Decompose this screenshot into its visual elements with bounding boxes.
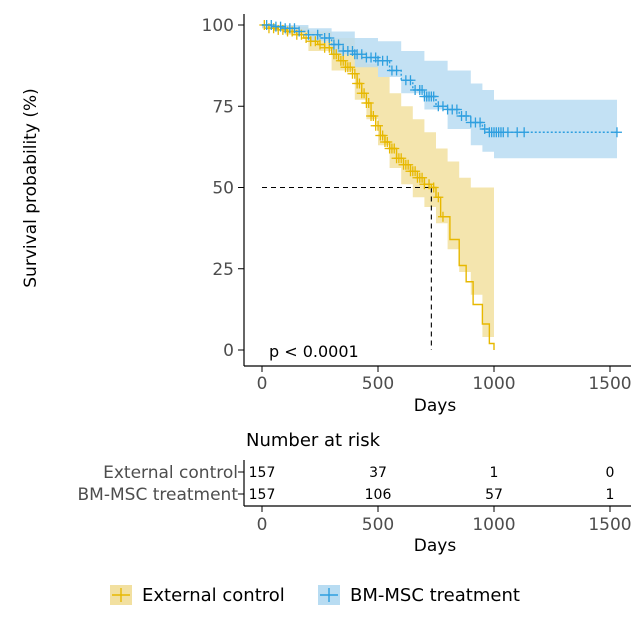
censor-mark-bm-msc-treatment [275,21,286,32]
risk-count: 1 [606,487,615,503]
y-tick-label: 100 [202,16,234,36]
censor-mark-bm-msc-treatment [405,75,416,86]
confidence-bands [262,25,617,350]
censor-mark-external-control [410,166,421,177]
y-tick-label: 50 [212,179,234,199]
censor-mark-external-control [345,62,356,73]
x-axis-ticks: 0 500 1000 1500 [257,366,632,394]
censor-mark-external-control [417,172,428,183]
risk-count: 0 [606,465,615,481]
risk-table-title: Number at risk [246,430,381,451]
risk-x-tick-label: 1000 [472,515,515,535]
censor-mark-bm-msc-treatment [428,91,439,102]
censor-mark-bm-msc-treatment [266,20,277,30]
censor-mark-external-control [403,159,414,170]
censor-mark-external-control [331,49,342,60]
p-value-annotation: p < 0.0001 [269,342,359,361]
censor-marks [259,20,622,222]
y-tick-label: 25 [212,260,234,280]
legend-label: External control [142,585,285,606]
censor-mark-bm-msc-treatment [312,29,323,40]
x-tick-label: 0 [257,374,268,394]
censor-mark-external-control [338,55,349,66]
censor-mark-bm-msc-treatment [333,39,344,50]
x-tick-label: 1500 [588,374,631,394]
censor-mark-bm-msc-treatment [451,104,462,115]
censor-mark-bm-msc-treatment [324,33,335,43]
risk-count: 157 [249,465,276,481]
risk-count: 37 [369,465,387,481]
legend-item-external-control: External control [110,585,285,606]
censor-mark-bm-msc-treatment [294,26,305,37]
censor-mark-bm-msc-treatment [461,111,472,121]
censor-mark-bm-msc-treatment [303,29,314,40]
censor-mark-external-control [349,68,360,79]
legend: External control BM-MSC treatment [110,585,520,606]
risk-row-label: BM-MSC treatment [78,485,239,505]
censor-mark-external-control [363,98,374,108]
censor-mark-bm-msc-treatment [382,55,393,66]
legend-item-bm-msc-treatment: BM-MSC treatment [318,585,520,606]
y-axis-ticks: 0 25 50 75 100 [202,16,244,361]
censor-mark-external-control [433,192,444,203]
risk-x-tick-label: 1500 [588,515,631,535]
risk-count: 106 [365,487,392,503]
risk-x-tick-label: 0 [257,515,268,535]
censor-mark-external-control [389,143,400,154]
risk-table-rows: External control 157 37 1 0BM-MSC treatment 1… [78,463,615,505]
censor-mark-external-control [437,211,448,222]
censor-mark-external-control [359,88,370,99]
risk-count: 1 [490,465,499,481]
censor-mark-external-control [396,153,407,164]
legend-label: BM-MSC treatment [350,585,520,606]
censor-mark-external-control [373,120,383,131]
risk-count: 157 [249,487,276,503]
y-axis-title: Survival probability (%) [21,88,41,287]
median-reference-lines [262,186,432,350]
censor-mark-bm-msc-treatment [519,127,530,138]
x-tick-label: 500 [362,374,394,394]
risk-x-tick-label: 500 [362,515,394,535]
censor-mark-external-control [428,182,439,193]
risk-table-x-ticks: 0 500 1000 1500 [257,506,632,535]
censor-mark-bm-msc-treatment [611,127,622,138]
censor-mark-external-control [377,130,388,141]
ci-band-external-control [262,25,494,350]
censor-mark-external-control [368,111,379,121]
censor-mark-bm-msc-treatment [391,65,402,76]
censor-mark-external-control [382,137,393,147]
y-tick-label: 0 [223,341,234,361]
y-tick-label: 75 [212,97,234,117]
censor-mark-bm-msc-treatment [475,117,486,128]
risk-row-label: External control [103,463,238,483]
risk-table-x-axis-title: Days [414,536,457,556]
x-axis-title: Days [414,396,457,416]
censor-mark-bm-msc-treatment [417,85,428,95]
x-tick-label: 1000 [472,374,515,394]
ci-band-bm-msc-treatment [262,25,617,159]
censor-mark-external-control [354,78,365,89]
risk-count: 57 [485,487,503,503]
censor-mark-bm-msc-treatment [502,127,513,138]
